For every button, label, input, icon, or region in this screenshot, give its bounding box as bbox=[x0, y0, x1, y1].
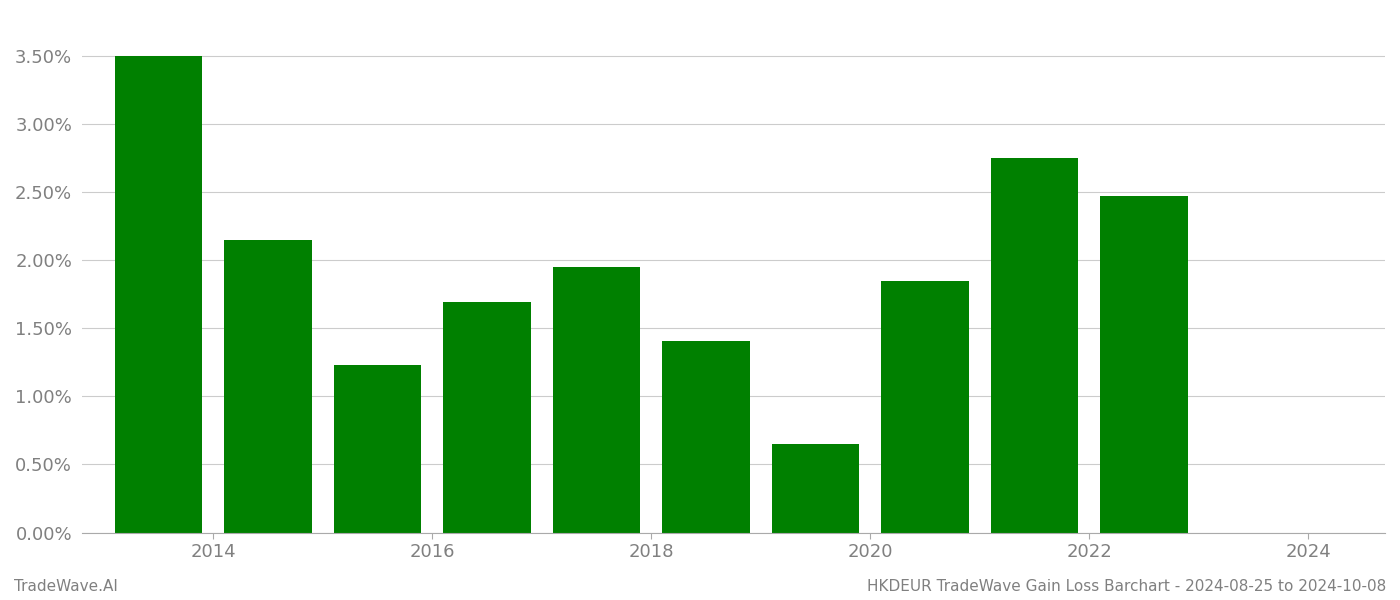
Text: TradeWave.AI: TradeWave.AI bbox=[14, 579, 118, 594]
Bar bbox=[333, 365, 421, 533]
Bar bbox=[444, 302, 531, 533]
Text: HKDEUR TradeWave Gain Loss Barchart - 2024-08-25 to 2024-10-08: HKDEUR TradeWave Gain Loss Barchart - 20… bbox=[867, 579, 1386, 594]
Bar bbox=[1100, 196, 1187, 533]
Bar bbox=[115, 56, 203, 533]
Bar bbox=[771, 444, 860, 533]
Bar bbox=[662, 341, 750, 533]
Bar bbox=[991, 158, 1078, 533]
Bar bbox=[553, 267, 640, 533]
Bar bbox=[224, 240, 312, 533]
Bar bbox=[881, 281, 969, 533]
